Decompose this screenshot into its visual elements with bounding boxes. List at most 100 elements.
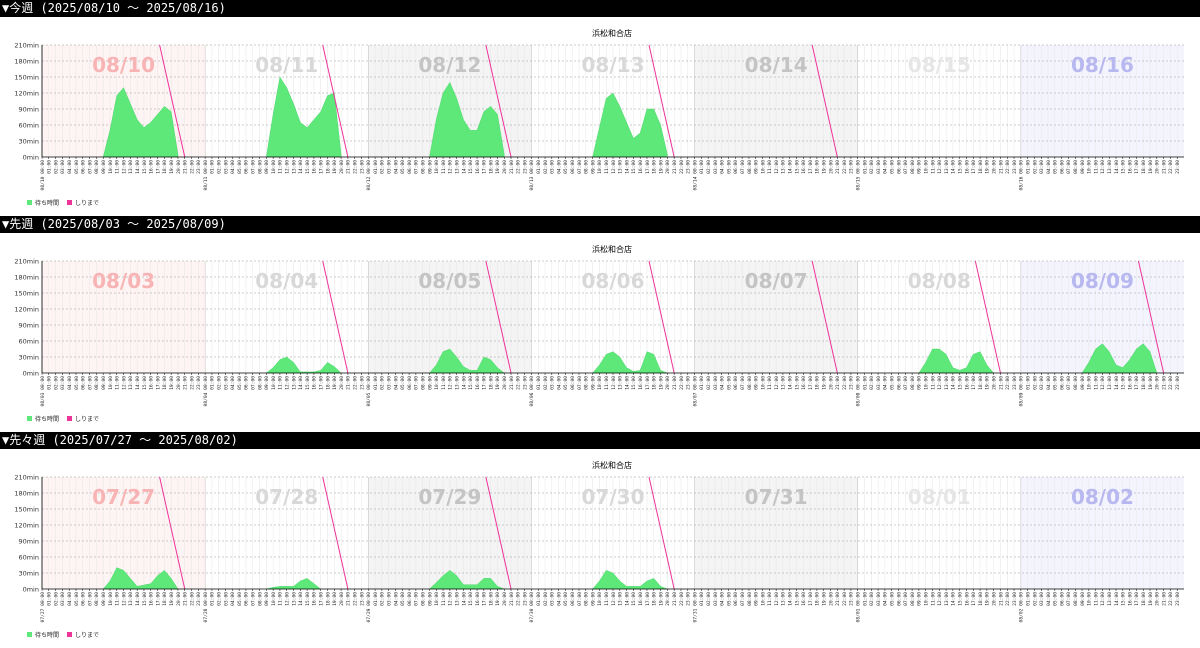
x-tick-label: 03:00: [223, 592, 229, 606]
x-tick-label: 09:00: [1080, 592, 1086, 606]
x-tick-label: 09:00: [917, 160, 923, 174]
x-tick-label: 17:00: [155, 376, 161, 390]
x-tick-label: 19:00: [1148, 160, 1154, 174]
x-tick-label: 19:00: [985, 376, 991, 390]
x-tick-label: 18:00: [652, 592, 658, 606]
x-tick-label: 07:00: [740, 376, 746, 390]
x-tick-label: 07/28 00:00: [203, 592, 209, 623]
x-tick-label: 14:00: [951, 160, 957, 174]
y-tick-label: 180min: [14, 490, 39, 498]
x-tick-label: 03:00: [876, 376, 882, 390]
x-tick-label: 01:00: [373, 592, 379, 606]
x-tick-label: 06:00: [407, 376, 413, 390]
wait-time-area: [918, 348, 995, 374]
x-tick-label: 22:00: [842, 592, 848, 606]
x-tick-label: 21:00: [183, 376, 189, 390]
x-tick-label: 06:00: [244, 376, 250, 390]
x-tick-label: 04:00: [67, 592, 73, 606]
x-tick-label: 14:00: [461, 160, 467, 174]
x-tick-label: 10:00: [108, 592, 114, 606]
x-tick-label: 12:00: [611, 592, 617, 606]
x-tick-label: 18:00: [1141, 376, 1147, 390]
x-tick-label: 01:00: [536, 160, 542, 174]
x-tick-label: 09:00: [264, 376, 270, 390]
x-tick-label: 04:00: [393, 592, 399, 606]
x-tick-label: 15:00: [957, 160, 963, 174]
x-tick-label: 14:00: [461, 592, 467, 606]
wait-time-chart: 浜松和合店 0min 30min 60min 90min 120min 150min 180m…: [14, 460, 1184, 639]
x-tick-label: 03:00: [60, 160, 66, 174]
x-tick-label: 21:00: [672, 376, 678, 390]
day-label: 07/31: [745, 485, 808, 509]
chart-title: 浜松和合店: [592, 244, 632, 254]
x-tick-label: 13:00: [454, 592, 460, 606]
day-label: 08/07: [745, 269, 808, 293]
y-tick-label: 120min: [14, 522, 39, 530]
x-tick-label: 01:00: [699, 592, 705, 606]
x-tick-label: 09:00: [590, 376, 596, 390]
x-tick-label: 03:00: [550, 160, 556, 174]
x-tick-label: 12:00: [1100, 592, 1106, 606]
day-label: 08/02: [1071, 485, 1134, 509]
day-label: 08/13: [582, 53, 645, 77]
y-tick-label: 90min: [18, 106, 39, 114]
y-tick-label: 120min: [14, 90, 39, 98]
x-tick-label: 17:00: [808, 160, 814, 174]
x-tick-label: 08/01 00:00: [856, 592, 862, 623]
x-tick-label: 16:00: [964, 592, 970, 606]
x-tick-label: 08:00: [94, 376, 100, 390]
x-tick-label: 05:00: [726, 592, 732, 606]
x-tick-label: 01:00: [1025, 376, 1031, 390]
x-tick-label: 19:00: [1148, 376, 1154, 390]
legend-swatch-until: [67, 416, 72, 421]
x-tick-label: 08/14 00:00: [692, 160, 698, 191]
x-tick-label: 19:00: [822, 160, 828, 174]
x-tick-label: 15:00: [142, 592, 148, 606]
x-tick-label: 23:00: [359, 160, 365, 174]
x-tick-label: 05:00: [890, 376, 896, 390]
x-tick-label: 10:00: [760, 376, 766, 390]
x-tick-label: 23:00: [522, 376, 528, 390]
until-line: [485, 260, 512, 374]
until-line: [159, 44, 186, 158]
x-tick-label: 15:00: [631, 160, 637, 174]
x-tick-label: 16:00: [964, 160, 970, 174]
x-tick-label: 15:00: [794, 376, 800, 390]
x-tick-label: 15:00: [794, 160, 800, 174]
x-tick-label: 16:00: [312, 592, 318, 606]
x-tick-label: 03:00: [1039, 592, 1045, 606]
legend-swatch-until: [67, 632, 72, 637]
x-tick-label: 11:00: [278, 376, 284, 390]
day-label: 08/06: [582, 269, 645, 293]
x-tick-label: 08:00: [584, 592, 590, 606]
x-tick-label: 05:00: [237, 160, 243, 174]
x-tick-label: 08/09 00:00: [1019, 376, 1025, 407]
x-tick-label: 10:00: [1087, 376, 1093, 390]
x-tick-label: 17:00: [645, 376, 651, 390]
x-tick-label: 06:00: [81, 376, 87, 390]
x-tick-label: 05:00: [890, 160, 896, 174]
x-tick-label: 13:00: [128, 592, 134, 606]
x-tick-label: 11:00: [767, 376, 773, 390]
x-tick-label: 08:00: [747, 376, 753, 390]
x-tick-label: 20:00: [991, 592, 997, 606]
x-tick-label: 16:00: [475, 592, 481, 606]
x-tick-label: 11:00: [930, 160, 936, 174]
x-tick-label: 09:00: [427, 592, 433, 606]
x-tick-label: 21:00: [998, 592, 1004, 606]
x-tick-label: 05:00: [74, 376, 80, 390]
x-tick-label: 09:00: [264, 592, 270, 606]
x-tick-label: 18:00: [162, 376, 168, 390]
x-tick-label: 12:00: [285, 160, 291, 174]
x-tick-label: 20:00: [339, 592, 345, 606]
day-label: 08/16: [1071, 53, 1134, 77]
x-tick-label: 07:00: [87, 376, 93, 390]
x-tick-label: 02:00: [53, 592, 59, 606]
x-tick-label: 22:00: [516, 376, 522, 390]
x-tick-label: 23:00: [359, 376, 365, 390]
x-tick-label: 08/11 00:00: [203, 160, 209, 191]
x-tick-label: 12:00: [121, 592, 127, 606]
x-tick-label: 21:00: [835, 160, 841, 174]
x-tick-label: 08/15 00:00: [856, 160, 862, 191]
x-tick-label: 19:00: [495, 592, 501, 606]
